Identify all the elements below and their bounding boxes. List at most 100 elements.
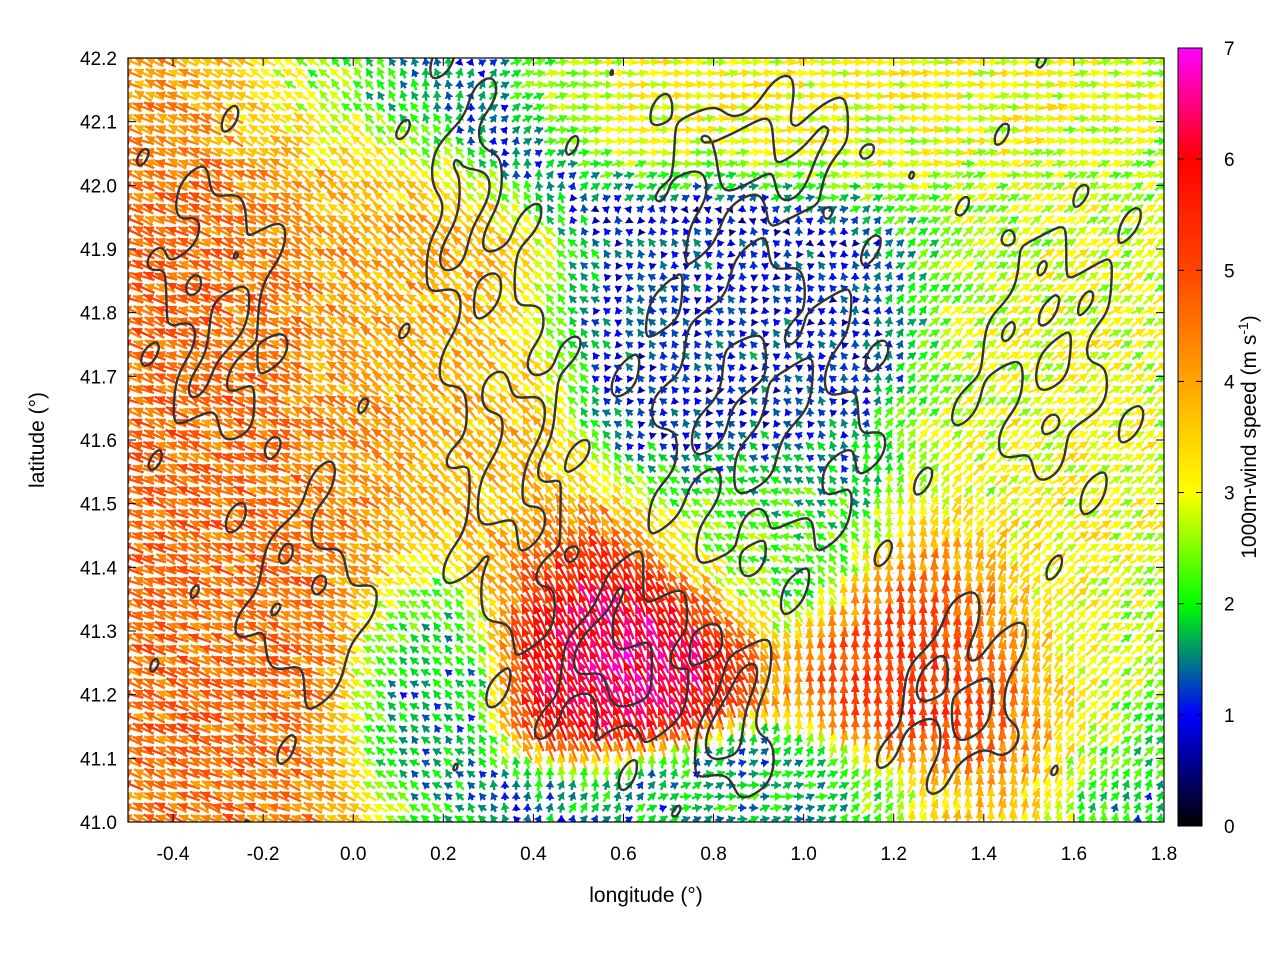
wind-vector-head <box>283 58 293 66</box>
wind-vector-head <box>582 58 592 67</box>
wind-vector-head <box>329 67 339 77</box>
wind-vector-head <box>1114 68 1122 78</box>
wind-vector-head <box>876 69 885 78</box>
wind-vector-head <box>169 58 179 66</box>
wind-vector-head <box>190 80 201 89</box>
wind-vector-head <box>443 58 453 64</box>
wind-vector-head <box>910 80 920 90</box>
wind-vector-head <box>536 58 545 67</box>
wind-vector-head <box>820 58 829 67</box>
wind-vector-head <box>377 79 385 89</box>
wind-vector-head <box>455 80 465 88</box>
wind-vector-head <box>410 58 420 66</box>
wind-vector-head <box>640 58 649 67</box>
wind-vector-head <box>1147 58 1156 67</box>
wind-vector-head <box>421 79 431 87</box>
wind-vector-head <box>168 80 179 89</box>
wind-vector-head <box>718 58 727 67</box>
wind-vector-head <box>1159 68 1164 78</box>
wind-vector-head <box>318 58 328 66</box>
wind-vector-head <box>260 69 270 78</box>
wind-vector-head <box>354 58 363 66</box>
wind-vector-head <box>977 69 987 78</box>
wind-vector-head <box>410 79 420 88</box>
wind-vector-head <box>308 69 317 78</box>
wind-vector-head <box>933 58 942 67</box>
wind-vector-head <box>832 68 841 78</box>
wind-vector-head <box>956 58 966 67</box>
wind-vector-head <box>571 68 580 78</box>
wind-vector-head <box>775 58 783 67</box>
wind-vector-head <box>307 80 317 89</box>
wind-vector-head <box>513 58 522 67</box>
wind-vector-head <box>752 58 761 67</box>
wind-vector-head <box>273 58 283 66</box>
wind-vector-head <box>179 58 190 66</box>
wind-vector-head <box>865 68 874 78</box>
wind-vector-head <box>501 58 510 67</box>
wind-vector-head <box>295 67 305 77</box>
wind-vector-head <box>719 68 729 78</box>
wind-vector-head <box>145 79 156 88</box>
wind-vector-head <box>650 80 659 90</box>
wind-vector-head <box>366 58 374 66</box>
wind-vector-head <box>1101 58 1111 67</box>
wind-vector-head <box>1000 58 1009 67</box>
wind-vector-head <box>433 68 442 77</box>
wind-vector-head <box>639 68 648 78</box>
wind-vector-head <box>968 68 977 78</box>
wind-vector-head <box>572 58 581 67</box>
wind-vector-head <box>366 68 374 77</box>
wind-vector-head <box>478 59 486 68</box>
wind-vector-head <box>606 58 615 67</box>
wind-vector-head <box>341 67 351 77</box>
wind-vector-head <box>134 68 145 78</box>
wind-vector-head <box>798 58 808 67</box>
wind-vector-head <box>616 58 625 67</box>
wind-vector-head <box>1125 58 1134 67</box>
wind-vector-head <box>854 58 864 67</box>
wind-vector-head <box>1046 58 1055 67</box>
wind-vector-head <box>465 58 475 67</box>
wind-vector-head <box>831 80 841 90</box>
wind-vector-head <box>178 68 189 78</box>
wind-vector-head <box>260 80 270 89</box>
wind-vector-head <box>128 79 133 89</box>
wind-vector-head <box>282 69 293 78</box>
wind-vector-head <box>752 68 761 78</box>
wind-vector-head <box>524 58 533 67</box>
wind-vector-head <box>377 58 385 66</box>
wind-vector-head <box>1046 68 1056 78</box>
wind-vector-head <box>306 58 316 67</box>
wind-vector-head <box>272 69 282 78</box>
wind-vector-head <box>190 68 201 78</box>
wind-vector-head <box>922 80 931 90</box>
wind-vector-head <box>202 69 213 78</box>
wind-vector-head <box>365 79 374 89</box>
wind-vector-head <box>421 58 431 65</box>
wind-vector-head <box>331 79 340 88</box>
wind-vector-head <box>594 58 603 67</box>
wind-vector-head <box>135 58 145 66</box>
wind-vector-head <box>1069 68 1078 78</box>
wind-vector-head <box>537 68 546 78</box>
wind-vector-head <box>764 80 774 90</box>
wind-vector-head <box>628 68 637 78</box>
wind-vector-head <box>454 68 464 77</box>
wind-vector-head <box>477 70 485 79</box>
wind-vector-head <box>213 58 224 66</box>
wind-vector-head <box>296 58 305 67</box>
wind-vector-head <box>202 58 213 67</box>
wind-vector-head <box>156 58 167 66</box>
wind-vector-head <box>1136 58 1146 67</box>
wind-vector-head <box>1079 69 1088 78</box>
wind-vector-head <box>673 58 682 67</box>
wind-vector-head <box>376 67 386 77</box>
wind-vector-head <box>477 80 486 89</box>
wind-vector-head <box>248 80 258 89</box>
wind-vector-head <box>547 58 556 67</box>
wind-vector-head <box>729 58 739 67</box>
wind-vector-head <box>501 81 509 90</box>
wind-vector-head <box>388 79 397 88</box>
wind-vector-head <box>213 80 224 89</box>
